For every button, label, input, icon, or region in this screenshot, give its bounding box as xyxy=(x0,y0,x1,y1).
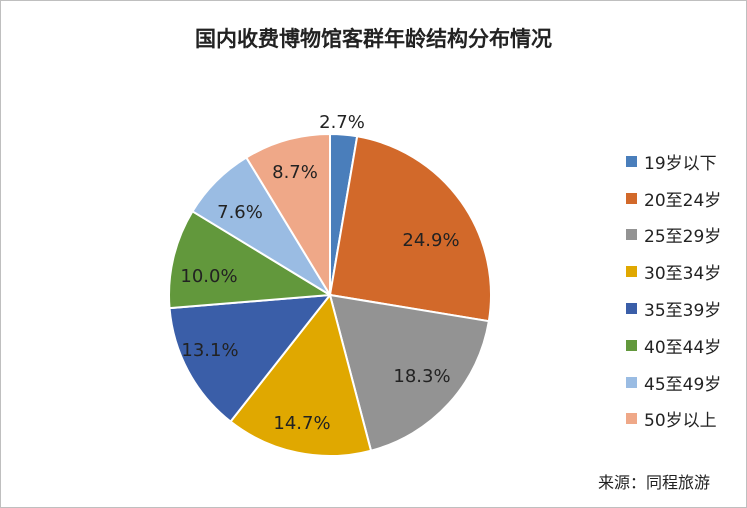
legend-label: 50岁以上 xyxy=(644,411,717,432)
legend-item: 19岁以下 xyxy=(626,143,721,180)
pie-slice xyxy=(168,209,334,310)
pie-slice xyxy=(244,132,331,299)
pie-slice xyxy=(328,135,492,323)
legend-label: 30至34岁 xyxy=(644,264,722,285)
slice-label: 2.7% xyxy=(319,112,365,133)
pie-slice xyxy=(229,292,373,457)
legend-swatch xyxy=(626,339,637,351)
slice-label: 13.1% xyxy=(181,340,238,361)
legend-swatch xyxy=(626,229,637,241)
legend-swatch xyxy=(626,303,637,315)
slice-label: 14.7% xyxy=(273,413,330,434)
slice-label: 10.0% xyxy=(180,266,237,287)
legend-item: 50岁以上 xyxy=(626,401,721,438)
slice-label: 24.9% xyxy=(402,230,459,251)
slice-label: 8.7% xyxy=(272,162,318,183)
legend-item: 35至39岁 xyxy=(626,290,721,327)
legend-label: 45至49岁 xyxy=(644,374,722,395)
legend-label: 40至44岁 xyxy=(644,337,722,358)
pie-slice xyxy=(328,293,491,452)
legend-label: 19岁以下 xyxy=(644,153,717,174)
source-note: 来源：同程旅游 xyxy=(597,473,710,492)
legend-item: 40至44岁 xyxy=(626,327,721,364)
pie-slice xyxy=(168,293,333,423)
legend-swatch xyxy=(626,413,637,425)
slice-label: 7.6% xyxy=(217,202,263,223)
legend-label: 35至39岁 xyxy=(644,301,722,322)
legend-item: 30至34岁 xyxy=(626,253,721,290)
legend-item: 45至49岁 xyxy=(626,364,721,401)
legend-swatch xyxy=(626,192,637,204)
legend-swatch xyxy=(626,266,637,278)
legend-swatch xyxy=(626,155,637,167)
legend-swatch xyxy=(626,376,637,388)
legend: 19岁以下 20至24岁 25至29岁 30至34岁 35至39岁 40至44岁 45至49… xyxy=(626,143,721,437)
chart-title: 国内收费博物馆客群年龄结构分布情况 xyxy=(195,27,552,51)
legend-item: 25至29岁 xyxy=(626,217,721,254)
legend-item: 20至24岁 xyxy=(626,180,721,217)
legend-label: 20至24岁 xyxy=(644,190,722,211)
slice-label: 18.3% xyxy=(393,366,450,387)
legend-label: 25至29岁 xyxy=(644,227,722,248)
